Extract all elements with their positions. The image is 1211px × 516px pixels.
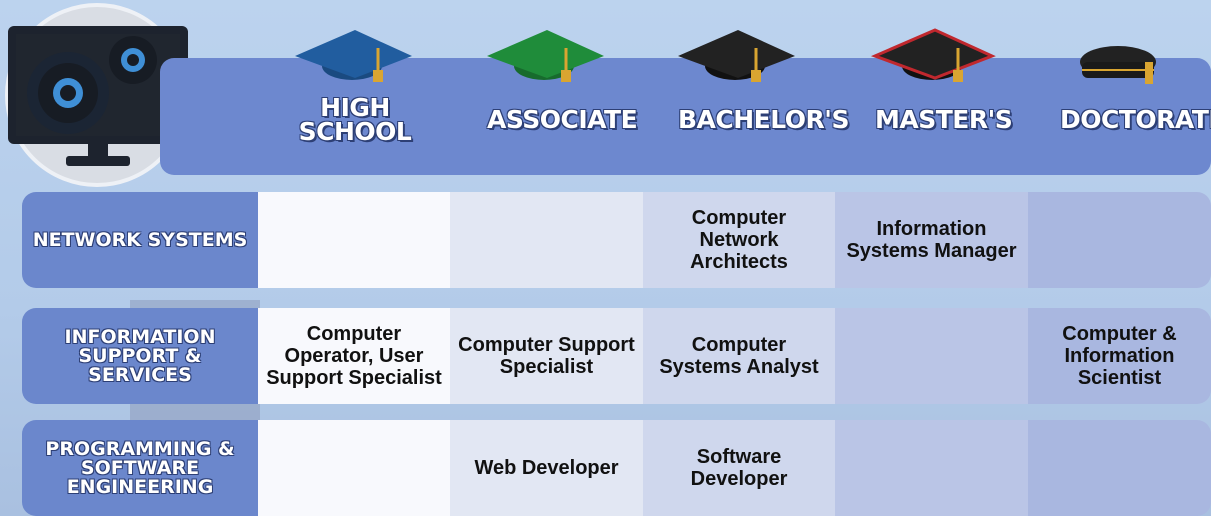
hat-associate <box>487 30 604 82</box>
cell <box>835 308 1028 404</box>
cell-text: Computer Network Architects <box>643 192 835 288</box>
cell-text: Software Developer <box>643 420 835 516</box>
cell <box>450 192 643 288</box>
cell <box>1028 192 1211 288</box>
column-header-text: ASSOCIATE <box>487 105 638 134</box>
cell-text: Computer & Information Scientist <box>1028 308 1211 404</box>
column-header: MASTER'S <box>840 90 1030 150</box>
cell-text: Information Systems Manager <box>835 192 1028 288</box>
cell <box>835 420 1028 516</box>
column-header: BACHELOR'S <box>643 90 849 150</box>
cell <box>1028 420 1211 516</box>
cell-text: Computer Support Specialist <box>450 308 643 404</box>
hat-masters <box>870 28 996 82</box>
column-header-text: HIGH SCHOOL <box>298 93 412 146</box>
cell <box>258 420 450 516</box>
cell-text: Computer Operator, User Support Speciali… <box>258 308 450 404</box>
cell <box>258 192 450 288</box>
row-label-text: NETWORK SYSTEMS <box>22 192 258 288</box>
column-header-text: DOCTORATE <box>1060 105 1211 134</box>
column-header: ASSOCIATE <box>452 90 642 150</box>
hat-high-school <box>295 30 412 82</box>
cell-text: Computer Systems Analyst <box>643 308 835 404</box>
hat-doctorate <box>1080 46 1156 84</box>
column-header: HIGH SCHOOL <box>260 90 450 150</box>
column-header-text: MASTER'S <box>875 105 1013 134</box>
column-header: DOCTORATE <box>1025 90 1211 150</box>
column-header-text: BACHELOR'S <box>678 105 849 134</box>
row-label-text: INFORMATION SUPPORT & SERVICES <box>22 308 258 404</box>
row-label-text: PROGRAMMING & SOFTWARE ENGINEERING <box>22 420 258 516</box>
hat-bachelors <box>678 30 795 82</box>
cell-text: Web Developer <box>450 420 643 516</box>
